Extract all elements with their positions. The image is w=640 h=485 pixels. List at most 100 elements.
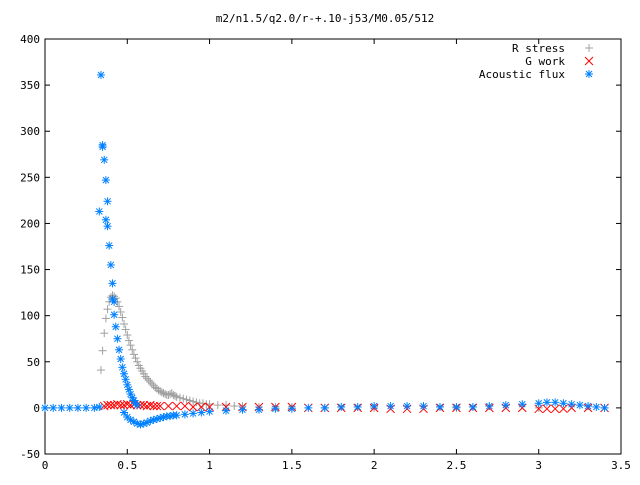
data-point: [141, 372, 150, 381]
data-point: [238, 405, 247, 414]
data-point: [100, 155, 109, 164]
data-point: [147, 379, 156, 388]
data-point: [95, 207, 104, 216]
y-tick-label: 100: [20, 310, 40, 323]
data-point: [108, 279, 117, 288]
data-point: [353, 402, 362, 411]
data-point: [182, 395, 191, 404]
data-point: [126, 400, 135, 410]
data-point: [452, 402, 461, 411]
data-point: [164, 401, 173, 411]
y-tick-label: 300: [20, 125, 40, 138]
data-point: [129, 350, 138, 359]
data-point: [98, 346, 107, 355]
data-point: [82, 403, 91, 412]
data-point: [41, 403, 49, 412]
data-point: [180, 401, 190, 411]
data-point: [118, 363, 127, 372]
data-point: [105, 241, 114, 250]
data-point: [109, 400, 119, 410]
series-acoustic-flux: [41, 70, 609, 429]
y-tick-label: 350: [20, 79, 40, 92]
data-point: [128, 345, 137, 354]
data-point: [337, 402, 346, 411]
data-point: [152, 401, 162, 411]
legend-label: Acoustic flux: [479, 68, 565, 81]
y-tick-label: 0: [33, 402, 40, 415]
data-point: [287, 404, 296, 413]
data-point: [142, 401, 152, 411]
data-point: [180, 410, 189, 419]
data-point: [73, 403, 82, 412]
y-tick-label: 400: [20, 33, 40, 46]
data-point: [550, 404, 560, 414]
data-point: [144, 376, 153, 385]
data-point: [139, 400, 149, 410]
data-point: [542, 398, 551, 407]
data-point: [101, 215, 110, 224]
data-point: [205, 407, 214, 416]
x-tick-label: 3.5: [611, 459, 631, 472]
legend-label: R stress: [512, 42, 565, 55]
data-point: [370, 402, 379, 411]
legend-marker: [585, 70, 593, 78]
data-point: [403, 402, 412, 411]
data-point: [542, 404, 552, 414]
data-point: [119, 408, 128, 417]
data-point: [419, 402, 428, 411]
data-point: [49, 403, 58, 412]
data-point: [189, 409, 198, 418]
data-point: [386, 402, 395, 411]
data-point: [146, 378, 155, 387]
data-point: [103, 305, 112, 314]
data-point: [119, 400, 129, 410]
data-point: [172, 401, 182, 411]
data-point: [156, 387, 165, 396]
data-point: [118, 313, 127, 322]
data-point: [119, 369, 128, 378]
y-tick-label: 200: [20, 217, 40, 230]
data-point: [435, 402, 444, 411]
data-point: [485, 402, 494, 411]
data-point: [575, 401, 584, 410]
data-point: [230, 402, 239, 411]
data-point: [106, 260, 115, 269]
data-point: [213, 401, 222, 410]
data-point: [197, 408, 206, 417]
data-point: [271, 404, 280, 413]
data-point: [122, 399, 132, 409]
data-point: [96, 70, 105, 79]
data-point: [96, 366, 105, 375]
data-point: [172, 392, 181, 401]
data-point: [100, 329, 109, 338]
legend-marker: [584, 56, 594, 66]
data-point: [169, 390, 178, 399]
data-point: [133, 401, 142, 410]
data-point: [534, 399, 543, 408]
data-point: [110, 310, 119, 319]
data-point: [115, 302, 124, 311]
data-point: [254, 405, 263, 414]
x-tick-label: 2: [371, 459, 378, 472]
data-point: [468, 402, 477, 411]
data-point: [192, 398, 201, 407]
data-point: [111, 322, 120, 331]
data-point: [124, 336, 133, 345]
data-point: [157, 388, 166, 397]
data-point: [166, 390, 175, 399]
data-point: [584, 402, 593, 411]
series-layer: [41, 70, 609, 429]
data-point: [551, 398, 560, 407]
x-tick-label: 0: [42, 459, 49, 472]
data-point: [119, 319, 128, 328]
data-point: [171, 391, 180, 400]
x-tick-label: 2.5: [446, 459, 466, 472]
data-point: [113, 334, 122, 343]
x-tick-label: 1: [206, 459, 213, 472]
data-point: [101, 314, 110, 323]
data-point: [172, 411, 181, 420]
data-point: [159, 389, 168, 398]
data-point: [121, 375, 130, 384]
